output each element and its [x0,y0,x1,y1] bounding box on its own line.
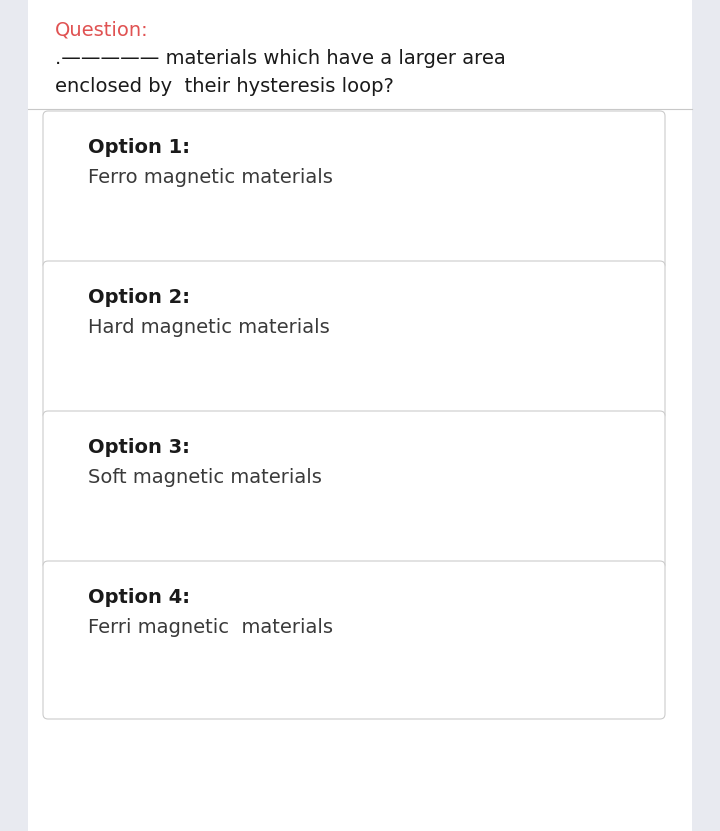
FancyBboxPatch shape [43,111,665,269]
Text: Ferro magnetic materials: Ferro magnetic materials [88,168,333,187]
FancyBboxPatch shape [43,411,665,569]
Text: Hard magnetic materials: Hard magnetic materials [88,318,330,337]
Text: Option 2:: Option 2: [88,288,190,307]
Text: Question:: Question: [55,21,148,40]
Text: Soft magnetic materials: Soft magnetic materials [88,468,322,487]
Text: enclosed by  their hysteresis loop?: enclosed by their hysteresis loop? [55,77,394,96]
Text: Option 3:: Option 3: [88,438,190,457]
Text: Ferri magnetic  materials: Ferri magnetic materials [88,618,333,637]
Text: Option 4:: Option 4: [88,588,190,607]
Text: .————— materials which have a larger area: .————— materials which have a larger are… [55,49,505,68]
FancyBboxPatch shape [43,261,665,419]
FancyBboxPatch shape [43,561,665,719]
Text: Option 1:: Option 1: [88,138,190,157]
FancyBboxPatch shape [28,0,692,831]
